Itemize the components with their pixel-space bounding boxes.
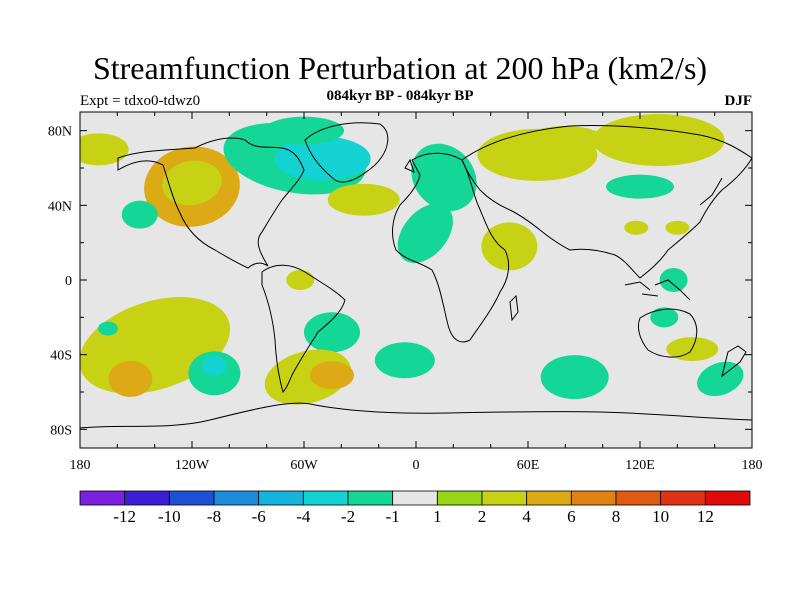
coastline-indonesia [624,279,691,301]
colorbar-label: 12 [697,507,714,526]
contour-region [650,307,679,328]
contour-region [264,116,344,145]
experiment-label: Expt = tdxo0-tdwz0 [80,93,201,109]
contour-region [98,321,118,336]
coastlines [80,122,752,429]
contour-region [327,183,400,216]
colorbar-swatch [526,490,572,506]
colorbar-label: 8 [612,507,621,526]
contour-region [202,355,227,376]
coastline-asia [461,124,752,279]
coastline-south-america [261,264,346,393]
chart-subtitle: 084kyr BP - 084kyr BP [326,88,474,104]
colorbar-label: -2 [341,507,355,526]
contour-region [659,268,688,292]
coastline-british-isles [404,158,415,173]
colorbar: -12 -10 -8 -6 -4 -2 -1 1 2 4 6 8 10 12 [79,490,751,526]
y-tick-label: 0 [65,274,72,289]
colorbar-label: 6 [567,507,576,526]
contour-region [304,312,360,353]
coastline-madagascar [509,294,519,322]
colorbar-swatch [168,490,215,506]
contour-region [121,200,158,229]
x-tick-label: 120E [625,458,655,473]
contour-region [310,361,354,390]
season-label: DJF [724,93,753,109]
colorbar-swatch [481,490,528,506]
contour-region [606,174,674,199]
coastline-greenland [304,122,389,183]
x-tick-label: 60W [290,458,318,473]
contour-region [481,222,538,271]
contour-region [286,270,315,290]
colorbar-label: 2 [478,507,487,526]
contour-region [274,136,371,181]
contour-region [624,220,649,235]
colorbar-label: -4 [296,507,311,526]
colorbar-label: -12 [113,507,136,526]
contour-region [665,220,690,235]
colorbar-label: -10 [158,507,181,526]
colorbar-swatch [570,490,617,506]
colorbar-label: 10 [652,507,669,526]
coastline-australia [637,308,698,358]
contour-region [80,133,129,166]
colorbar-swatch [347,490,394,506]
colorbar-label: -1 [386,507,400,526]
colorbar-swatch [213,490,260,506]
contour-region [162,160,222,206]
colorbar-swatch [79,490,126,506]
x-tick-label: 180 [742,458,763,473]
chart-title: Streamfunction Perturbation at 200 hPa (… [92,50,708,86]
colorbar-swatch [392,490,438,506]
colorbar-swatch [615,490,662,506]
contour-region [411,143,477,211]
coastline-africa-europe [392,152,510,343]
contour-region [108,360,153,397]
contour-region [525,126,606,154]
colorbar-swatch [660,490,706,506]
colorbar-label: -8 [207,507,221,526]
colorbar-label: 1 [433,507,442,526]
x-tick-label: 0 [413,458,420,473]
colorbar-swatch [302,490,349,506]
colorbar-label: -6 [252,507,266,526]
colorbar-swatch [436,490,483,506]
x-tick-label: 120W [175,458,210,473]
x-tick-label: 180 [70,458,91,473]
contour-region [592,114,725,166]
coastline-antarctica [80,402,752,429]
x-tick-label: 60E [517,458,540,473]
y-tick-label: 80S [50,423,72,438]
contour-region [374,342,435,379]
coastline-north-america [117,137,305,269]
y-tick-label: 80N [48,125,72,140]
colorbar-swatch [124,490,170,506]
map-axes: 180 120W 60W 0 60E 120E 180 80N 40N 0 40S 80S [48,112,763,473]
y-tick-label: 40N [48,199,72,214]
colorbar-label: 4 [522,507,531,526]
colorbar-swatch [704,490,751,506]
contour-region [697,361,744,397]
contour-region [540,355,609,400]
contour-region [397,203,453,263]
coastline-new-zealand [721,345,747,378]
coastline-japan [699,177,723,206]
colorbar-swatch [258,490,304,506]
y-tick-label: 40S [50,349,72,364]
